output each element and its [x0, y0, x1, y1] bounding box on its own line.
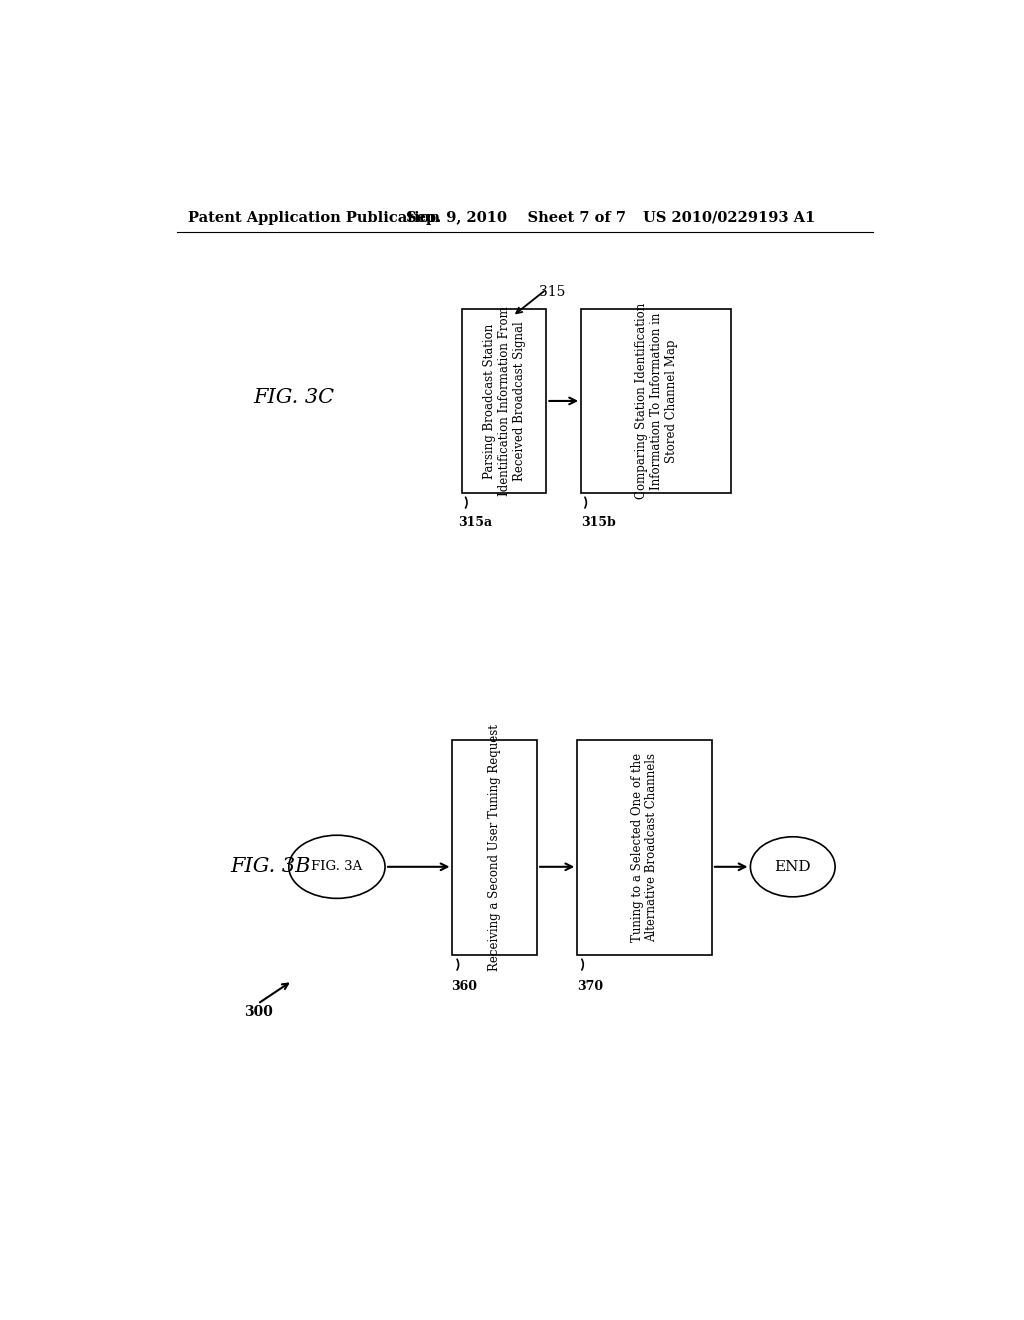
Text: 300: 300 [245, 1006, 273, 1019]
Text: FIG. 3B: FIG. 3B [230, 857, 311, 876]
Text: Tuning to a Selected One of the
Alternative Broadcast Channels: Tuning to a Selected One of the Alternat… [631, 752, 658, 942]
Bar [578, 739, 712, 956]
Bar [581, 309, 731, 494]
Text: 370: 370 [578, 979, 603, 993]
Text: FIG. 3A: FIG. 3A [311, 861, 362, 874]
Text: Receiving a Second User Tuning Request: Receiving a Second User Tuning Request [488, 725, 502, 972]
Text: Comparing Station Identification
Information To Information in
Stored Channel Ma: Comparing Station Identification Informa… [635, 302, 678, 499]
Text: Parsing Broadcast Station
Identification Information From
Received Broadcast Sig: Parsing Broadcast Station Identification… [482, 306, 525, 496]
Ellipse shape [751, 837, 836, 896]
Text: Patent Application Publication: Patent Application Publication [188, 211, 440, 224]
Bar [453, 739, 538, 956]
Text: 315a: 315a [458, 516, 492, 529]
Text: 360: 360 [451, 979, 477, 993]
Bar [462, 309, 547, 494]
Ellipse shape [289, 836, 385, 899]
Text: Sep. 9, 2010    Sheet 7 of 7: Sep. 9, 2010 Sheet 7 of 7 [407, 211, 627, 224]
Text: 315: 315 [539, 285, 565, 300]
Text: US 2010/0229193 A1: US 2010/0229193 A1 [643, 211, 815, 224]
Text: FIG. 3C: FIG. 3C [254, 388, 335, 407]
Text: END: END [774, 859, 811, 874]
Text: 315b: 315b [581, 516, 615, 529]
